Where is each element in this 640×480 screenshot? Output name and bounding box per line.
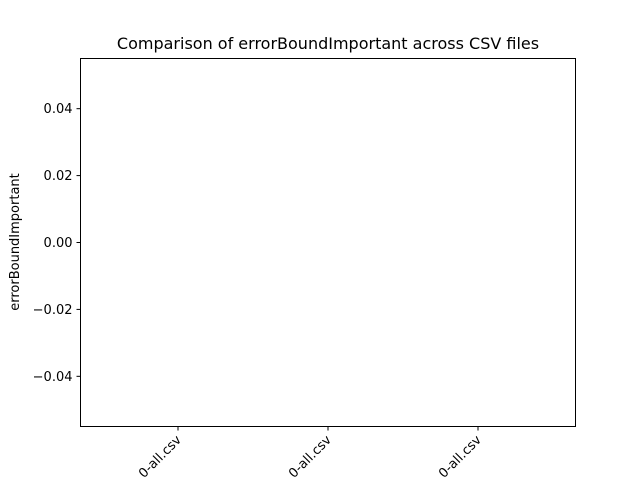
y-axis-label: errorBoundImportant [8,173,23,311]
y-tick-label: 0.02 [44,169,73,184]
y-tick-label: 0.00 [44,236,73,251]
x-tick-label: 0-all.csv [136,433,185,480]
plot-area-frame [80,58,576,427]
y-tick-label: 0.04 [44,102,73,117]
chart-title: Comparison of errorBoundImportant across… [117,34,539,53]
x-tick-label: 0-all.csv [286,433,335,480]
y-tick-label: −0.02 [33,303,73,318]
y-tick-label: −0.04 [33,370,73,385]
x-tick-label: 0-all.csv [436,433,485,480]
